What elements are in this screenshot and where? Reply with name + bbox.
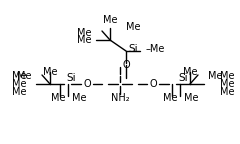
Text: Me: Me bbox=[208, 71, 222, 81]
Text: O: O bbox=[83, 79, 91, 89]
Text: Me: Me bbox=[12, 71, 26, 81]
Text: Me: Me bbox=[78, 28, 92, 38]
Text: Me: Me bbox=[183, 67, 197, 77]
Text: –Me: –Me bbox=[146, 44, 165, 54]
Text: Me: Me bbox=[184, 93, 198, 103]
Text: Me: Me bbox=[220, 71, 234, 81]
Text: Me: Me bbox=[163, 93, 177, 103]
Text: Me: Me bbox=[220, 87, 234, 97]
Text: Me: Me bbox=[43, 67, 57, 77]
Text: Si: Si bbox=[178, 73, 188, 83]
Text: Me: Me bbox=[18, 71, 32, 81]
Text: O: O bbox=[122, 60, 130, 70]
Text: Me: Me bbox=[72, 93, 86, 103]
Text: Me: Me bbox=[51, 93, 65, 103]
Text: Si: Si bbox=[66, 73, 76, 83]
Text: Me: Me bbox=[12, 87, 26, 97]
Text: Me: Me bbox=[220, 79, 234, 89]
Text: Me: Me bbox=[12, 79, 26, 89]
Text: Me: Me bbox=[103, 15, 117, 25]
Text: Si: Si bbox=[128, 44, 138, 54]
Text: O: O bbox=[149, 79, 157, 89]
Text: NH₂: NH₂ bbox=[111, 93, 129, 103]
Text: Me: Me bbox=[126, 22, 140, 32]
Text: Me: Me bbox=[78, 35, 92, 45]
